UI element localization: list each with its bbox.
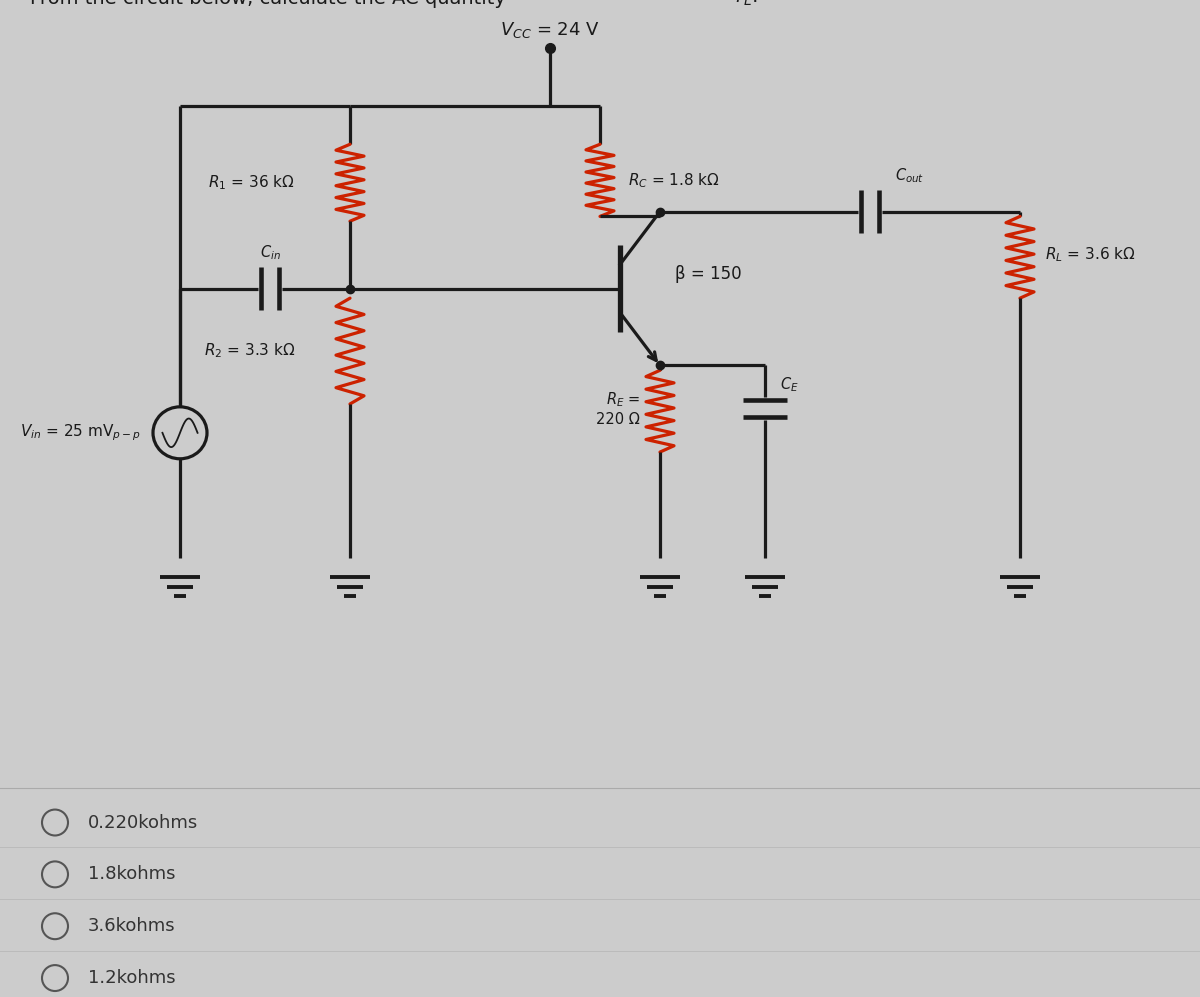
Text: $C_{in}$: $C_{in}$: [259, 243, 281, 261]
Text: $R_C$ = 1.8 kΩ: $R_C$ = 1.8 kΩ: [628, 171, 720, 189]
Text: 0.220kohms: 0.220kohms: [88, 814, 198, 831]
Text: From the circuit below, calculate the AC quantity: From the circuit below, calculate the AC…: [30, 0, 512, 8]
Text: $R_L$ = 3.6 kΩ: $R_L$ = 3.6 kΩ: [1045, 245, 1135, 264]
Text: $C_E$: $C_E$: [780, 376, 799, 395]
Text: $C_{out}$: $C_{out}$: [895, 166, 924, 184]
Text: $V_{in}$ = 25 mV$_{p-p}$: $V_{in}$ = 25 mV$_{p-p}$: [20, 423, 142, 443]
Text: 1.8kohms: 1.8kohms: [88, 865, 175, 883]
Text: $V_{CC}$ = 24 V: $V_{CC}$ = 24 V: [500, 20, 600, 41]
Text: β = 150: β = 150: [674, 265, 742, 283]
Text: 1.2kohms: 1.2kohms: [88, 969, 175, 987]
Text: $r_L$:: $r_L$:: [734, 0, 757, 8]
Text: $R_2$ = 3.3 kΩ: $R_2$ = 3.3 kΩ: [204, 342, 295, 360]
Text: $R_E$ =
220 Ω: $R_E$ = 220 Ω: [596, 391, 640, 427]
Text: 3.6kohms: 3.6kohms: [88, 917, 175, 935]
Text: $R_1$ = 36 kΩ: $R_1$ = 36 kΩ: [209, 173, 295, 192]
